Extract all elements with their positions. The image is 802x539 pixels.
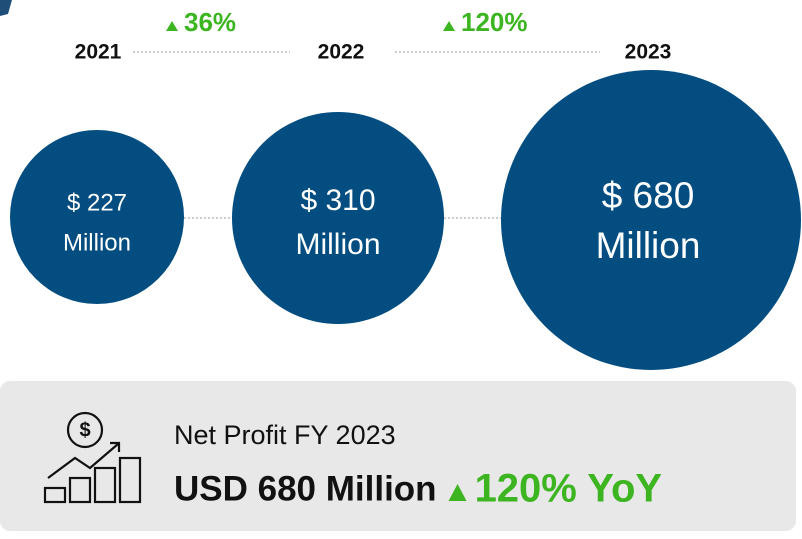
up-arrow bbox=[443, 21, 455, 31]
up-arrow bbox=[166, 21, 178, 31]
amount: $ 680 bbox=[602, 175, 695, 216]
summary-change: 120% YoY bbox=[475, 467, 663, 511]
year: 2022 bbox=[318, 41, 365, 64]
year: 2021 bbox=[75, 41, 122, 64]
unit: Million bbox=[596, 225, 701, 266]
svg-text:$: $ bbox=[79, 419, 90, 441]
up-arrow bbox=[448, 484, 467, 501]
unit: Million bbox=[295, 228, 380, 261]
summary-label: Net Profit FY 2023 bbox=[174, 420, 396, 450]
money-icon: $ bbox=[43, 411, 142, 504]
growth: 120% bbox=[461, 7, 528, 37]
corner-mark bbox=[0, 0, 12, 16]
summary-amount: USD 680 Million bbox=[174, 469, 437, 508]
growth: 36% bbox=[184, 7, 236, 37]
bubble bbox=[10, 130, 184, 304]
amount: $ 310 bbox=[300, 184, 375, 217]
year: 2023 bbox=[625, 41, 672, 64]
unit: Million bbox=[63, 229, 131, 256]
amount: $ 227 bbox=[67, 189, 127, 216]
bubble bbox=[501, 70, 801, 370]
bubble bbox=[232, 112, 444, 324]
summary-panel bbox=[0, 381, 796, 531]
